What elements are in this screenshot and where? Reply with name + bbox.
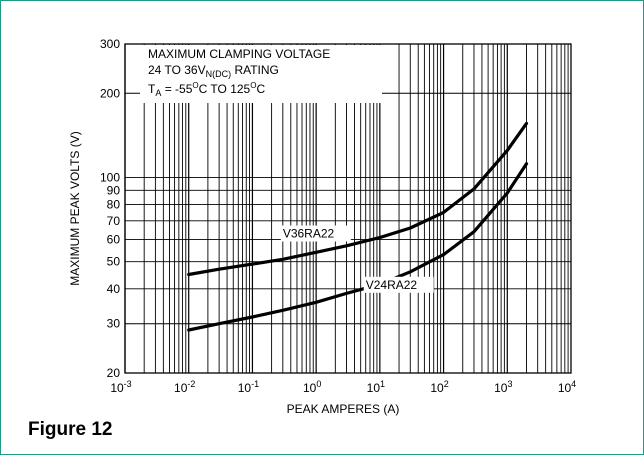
title-box (140, 45, 382, 103)
y-axis-label: MAXIMUM PEAK VOLTS (V) (68, 131, 82, 285)
y-tick-label: 90 (107, 183, 121, 197)
y-tick-label: 200 (100, 86, 120, 100)
series-label-bg (280, 225, 351, 242)
y-tick-label: 70 (107, 214, 121, 228)
y-tick-label: 80 (107, 198, 121, 212)
x-tick-label: 104 (558, 379, 576, 395)
y-tick-label: 100 (100, 170, 120, 184)
x-tick-label: 102 (430, 379, 448, 395)
series-label-v36ra22: V36RA22 (283, 227, 335, 241)
x-tick-label: 10-1 (238, 379, 259, 395)
x-tick-label: 100 (303, 379, 321, 395)
chart-title-line-3: TA = -55OC TO 125OC (148, 81, 265, 98)
y-tick-label: 50 (107, 255, 121, 269)
series-line-v36ra22 (187, 121, 529, 277)
x-tick-label: 103 (494, 379, 512, 395)
chart-title-line-1: MAXIMUM CLAMPING VOLTAGE (148, 47, 330, 61)
series-label-bg (363, 276, 434, 293)
chart-title-line-2: 24 TO 36VN(DC) RATING (148, 63, 279, 79)
series-line-v24ra22 (187, 162, 529, 332)
y-tick-label: 40 (107, 282, 121, 296)
figure-caption: Figure 12 (28, 419, 113, 440)
x-axis-label: PEAK AMPERES (A) (287, 402, 400, 416)
plot-border (124, 43, 572, 374)
y-tick-label: 20 (107, 366, 121, 380)
x-tick-label: 101 (367, 379, 385, 395)
x-tick-label: 10-2 (174, 379, 195, 395)
y-tick-label: 300 (100, 37, 120, 51)
series-label-v24ra22: V24RA22 (366, 278, 418, 292)
y-tick-label: 30 (107, 317, 121, 331)
x-tick-label: 10-3 (110, 379, 131, 395)
y-tick-label: 60 (107, 233, 121, 247)
